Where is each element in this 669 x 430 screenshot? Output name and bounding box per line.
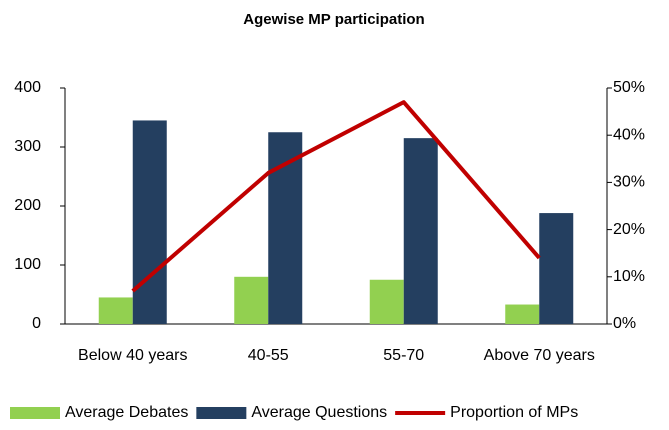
bar [268, 132, 303, 324]
legend-swatch [196, 407, 247, 419]
legend-label: Average Debates [65, 404, 188, 421]
y-tick-label: 400 [14, 79, 41, 96]
x-tick-label: Below 40 years [78, 347, 187, 364]
y2-tick-label: 30% [613, 174, 645, 191]
y-tick-label: 300 [14, 138, 41, 155]
y2-tick-label: 0% [613, 315, 636, 332]
y-tick-label: 0 [32, 315, 41, 332]
legend-swatch [10, 407, 60, 419]
x-tick-label: Above 70 years [484, 347, 595, 364]
y-tick-label: 100 [14, 256, 41, 273]
bar [505, 304, 540, 324]
bar [132, 120, 167, 324]
bar [369, 279, 404, 324]
chart-title: Agewise MP participation [243, 11, 424, 28]
bar [234, 276, 269, 324]
bar [403, 138, 438, 324]
bar [98, 297, 133, 324]
y-tick-label: 200 [14, 197, 41, 214]
bar [539, 213, 574, 324]
x-tick-label: 40-55 [248, 347, 289, 364]
y2-tick-label: 10% [613, 268, 645, 285]
line [131, 100, 541, 293]
x-tick-label: 55-70 [383, 347, 424, 364]
y2-tick-label: 20% [613, 221, 645, 238]
y2-tick-label: 40% [613, 126, 645, 143]
y2-tick-label: 50% [613, 79, 645, 96]
legend-label: Proportion of MPs [450, 404, 578, 421]
legend-label: Average Questions [251, 404, 387, 421]
